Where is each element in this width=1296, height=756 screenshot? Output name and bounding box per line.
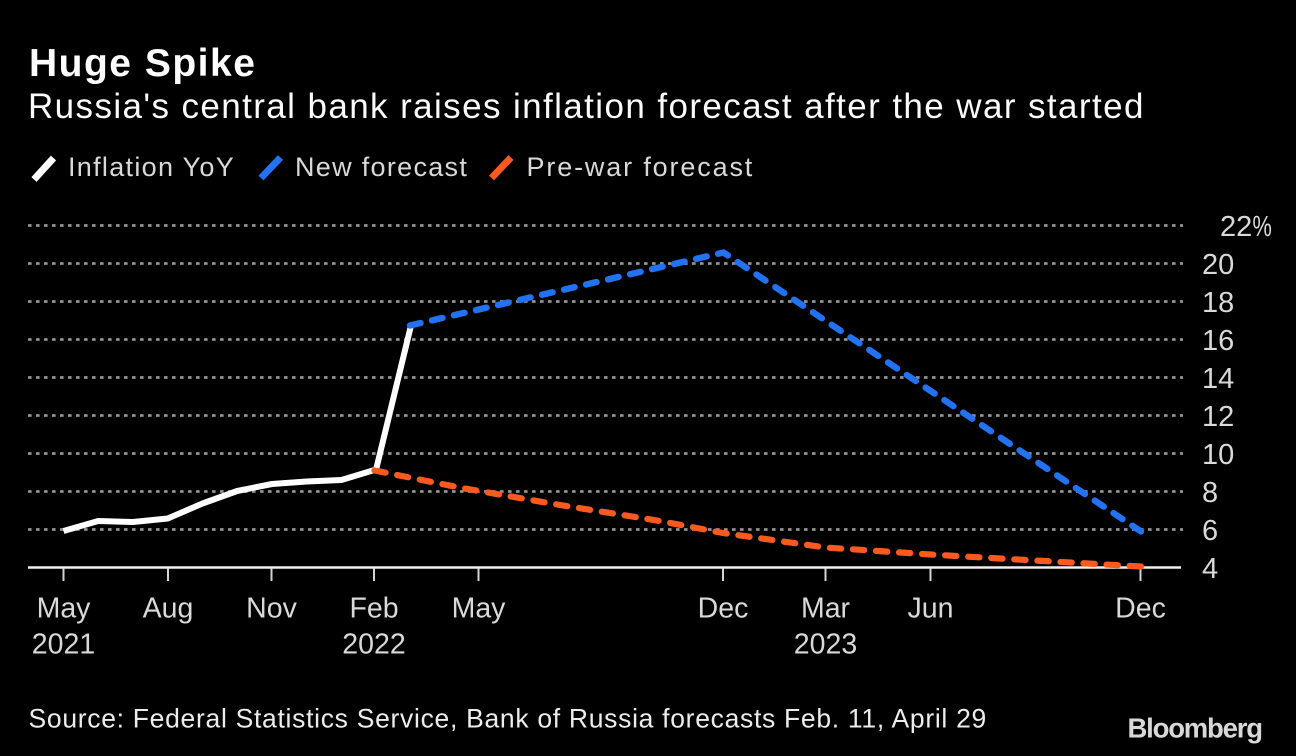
- svg-text:Huge Spike: Huge Spike: [29, 42, 256, 85]
- svg-text:Jun: Jun: [908, 593, 954, 625]
- svg-text:10: 10: [1202, 439, 1234, 471]
- svg-text:May: May: [452, 593, 507, 625]
- svg-text:Russia's central bank raises i: Russia's central bank raises inflation f…: [28, 87, 1145, 126]
- svg-text:4: 4: [1202, 553, 1218, 585]
- svg-text:18: 18: [1202, 287, 1234, 319]
- svg-text:Nov: Nov: [246, 593, 297, 625]
- svg-text:Bloomberg: Bloomberg: [1128, 713, 1262, 744]
- svg-text:22: 22: [1220, 211, 1252, 243]
- svg-text:2023: 2023: [794, 629, 857, 661]
- svg-text:12: 12: [1202, 401, 1234, 433]
- svg-text:Mar: Mar: [801, 593, 851, 625]
- svg-text:%: %: [1253, 211, 1272, 243]
- svg-text:Dec: Dec: [698, 593, 749, 625]
- svg-text:May: May: [37, 593, 92, 625]
- svg-text:New forecast: New forecast: [295, 152, 468, 182]
- svg-text:Source: Federal Statistics Ser: Source: Federal Statistics Service, Bank…: [29, 704, 987, 734]
- svg-text:8: 8: [1202, 477, 1218, 509]
- svg-text:16: 16: [1202, 325, 1234, 357]
- svg-text:Dec: Dec: [1115, 593, 1166, 625]
- svg-text:20: 20: [1202, 249, 1234, 281]
- svg-text:2021: 2021: [32, 629, 95, 661]
- svg-text:Pre-war forecast: Pre-war forecast: [527, 152, 755, 182]
- svg-text:14: 14: [1202, 363, 1234, 395]
- svg-text:6: 6: [1202, 515, 1218, 547]
- svg-text:Inflation YoY: Inflation YoY: [68, 152, 235, 182]
- svg-text:Aug: Aug: [143, 593, 194, 625]
- svg-text:2022: 2022: [342, 629, 405, 661]
- svg-text:Feb: Feb: [349, 593, 398, 625]
